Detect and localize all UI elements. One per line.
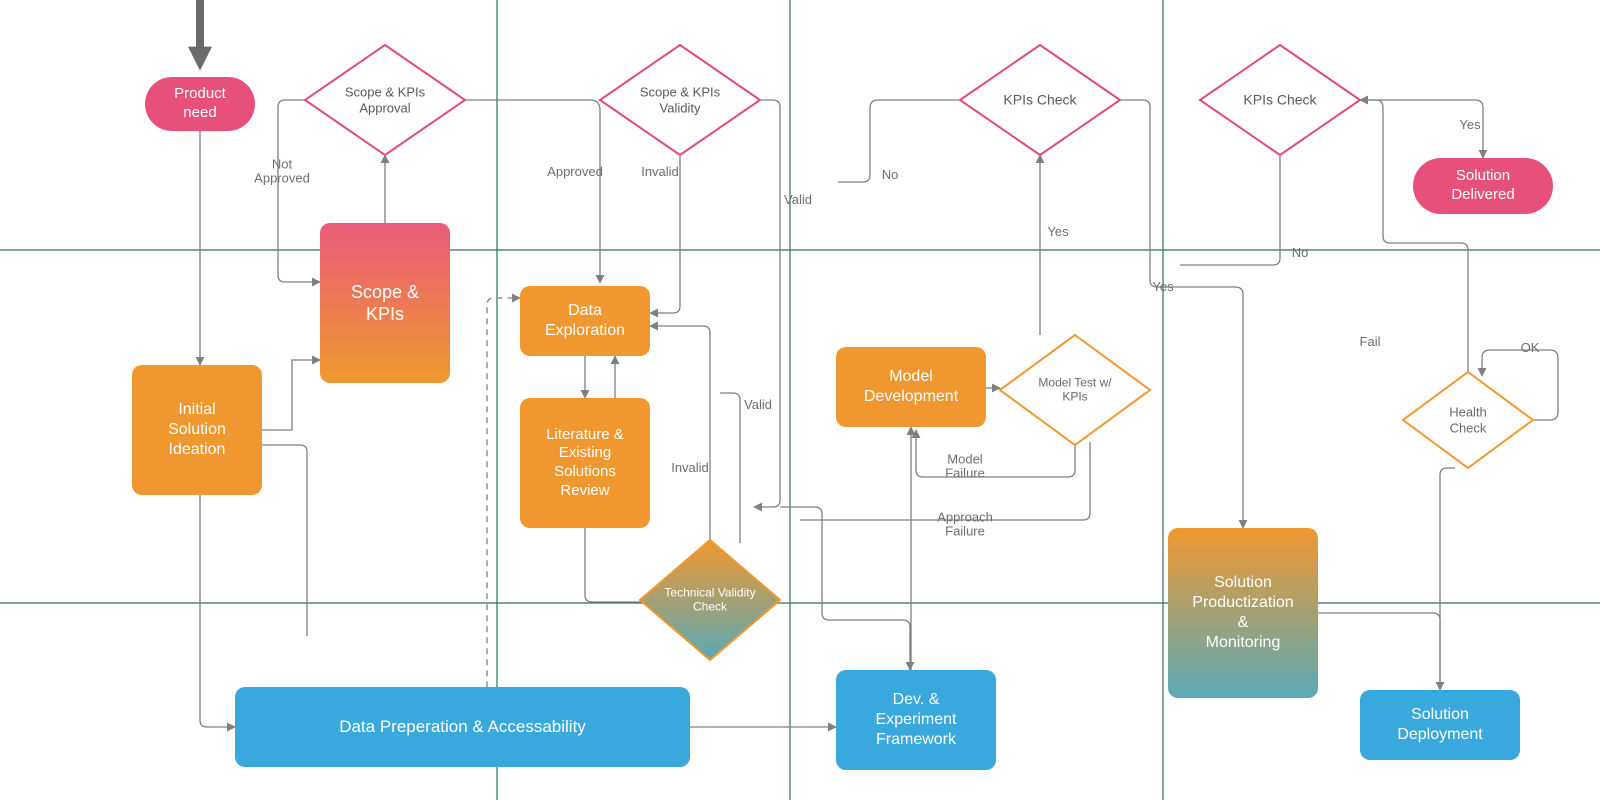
edge-label: OK: [1521, 341, 1540, 355]
node-data_exploration: DataExploration: [520, 286, 650, 356]
node-dev_framework: Dev. &ExperimentFramework: [836, 670, 996, 770]
node-lit_review: Literature &ExistingSolutionsReview: [520, 398, 650, 528]
node-scope_kpis: Scope &KPIs: [320, 223, 450, 383]
edge-label: Yes: [1047, 225, 1068, 239]
edge-label: No: [1292, 246, 1309, 260]
edge-label: No: [882, 168, 899, 182]
node-solution_delivered: SolutionDelivered: [1413, 158, 1553, 214]
node-data_prep: Data Preperation & Accessability: [235, 687, 690, 767]
edge-label: Model Failure: [945, 453, 985, 482]
edge-label: Fail: [1360, 335, 1381, 349]
edge-label: Not Approved: [254, 158, 310, 187]
flowchart-canvas: Not Approved Approved Invalid Valid Invalid V…: [0, 0, 1600, 800]
node-product_need: Productneed: [145, 77, 255, 131]
node-initial_ideation: InitialSolutionIdeation: [132, 365, 262, 495]
edge-label: Yes: [1459, 118, 1480, 132]
edge-label: Approved: [547, 165, 603, 179]
node-model_dev: ModelDevelopment: [836, 347, 986, 427]
node-solution_deploy: SolutionDeployment: [1360, 690, 1520, 760]
edge-label: Valid: [744, 398, 772, 412]
edge-label: Invalid: [641, 165, 679, 179]
edge-label: Approach Failure: [937, 511, 993, 540]
edge-label: Invalid: [671, 461, 709, 475]
edge-label: Valid: [784, 193, 812, 207]
node-productization: SolutionProductization&Monitoring: [1168, 528, 1318, 698]
edge-label: Yes: [1152, 280, 1173, 294]
